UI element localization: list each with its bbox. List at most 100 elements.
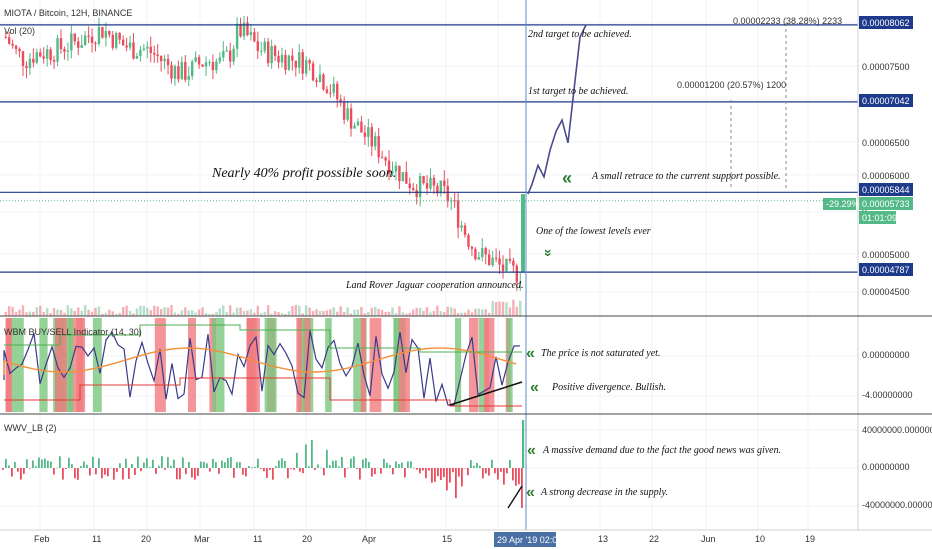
volume-bar xyxy=(370,307,373,316)
volume-bar xyxy=(80,310,83,316)
wbm-title: WBM BUY/SELL Indicator (14, 30) xyxy=(4,327,142,337)
volume-bar xyxy=(180,310,184,316)
candle-body xyxy=(118,32,121,40)
wbm-band xyxy=(484,318,490,412)
wwv-bar xyxy=(482,468,484,479)
wwv-bar xyxy=(350,458,352,468)
volume-bar xyxy=(401,312,405,316)
candle-body xyxy=(77,41,80,48)
candle-body xyxy=(308,60,311,64)
volume-bar xyxy=(260,313,263,316)
candle-body xyxy=(149,46,152,53)
chevron-left-icon-retrace: « xyxy=(562,168,572,188)
candle-body xyxy=(280,54,284,63)
volume-bar xyxy=(367,311,370,316)
wwv-bar xyxy=(521,468,523,508)
wwv-bar xyxy=(446,468,448,491)
date-label-9: 22 xyxy=(649,534,659,544)
candle-body xyxy=(35,52,39,63)
volume-bar xyxy=(228,305,232,316)
candle-body xyxy=(273,46,277,56)
measure-label-2: 0.00002233 (38.28%) 2233 xyxy=(733,16,842,26)
candle-body xyxy=(370,127,373,147)
candle-body xyxy=(28,58,32,69)
wwv-bar xyxy=(128,468,130,479)
volume-bar xyxy=(49,313,52,316)
wwv-bar xyxy=(365,458,367,468)
wwv-bar xyxy=(155,468,157,474)
levels-layer[interactable] xyxy=(0,24,858,273)
wwv-bar xyxy=(485,468,487,474)
volume-bar xyxy=(166,307,170,316)
volume-bar xyxy=(4,311,7,316)
wwv-bar xyxy=(56,467,58,469)
volume-bar xyxy=(439,311,443,316)
candle-body xyxy=(515,265,519,283)
volume-bar xyxy=(39,305,42,316)
candle-body xyxy=(336,83,339,100)
candle-body xyxy=(153,52,156,55)
annotation-lowest: One of the lowest levels ever xyxy=(536,226,651,237)
candle-body xyxy=(21,51,25,66)
candle-body xyxy=(139,49,142,56)
candle-body xyxy=(208,62,211,64)
volume-bar xyxy=(146,307,149,316)
level-tag-1: 0.00008062 xyxy=(862,18,910,28)
wwv-bar xyxy=(500,468,502,472)
wwv-bar xyxy=(407,461,409,468)
wwv-bar xyxy=(425,468,427,479)
wwv-bar xyxy=(95,468,97,475)
volume-bar xyxy=(280,313,284,316)
candle-last-body xyxy=(521,194,525,273)
wbm-layer xyxy=(3,318,523,412)
wwv-bar xyxy=(398,464,400,468)
wwv-bar xyxy=(35,466,37,468)
candle-body xyxy=(63,49,66,52)
volume-bar xyxy=(239,307,242,316)
annotation-wwv-note1: A massive demand due to the fact the goo… xyxy=(542,445,781,456)
level-tag-4-bg xyxy=(859,263,913,276)
annotation-target2: 2nd target to be achieved. xyxy=(528,29,632,40)
projection-layer[interactable] xyxy=(527,24,587,195)
wbm-upper-band xyxy=(4,324,522,353)
wwv-bar xyxy=(314,468,316,470)
wwv-bar xyxy=(512,468,514,481)
wwv-bar xyxy=(299,468,301,472)
candle-body xyxy=(318,74,322,82)
wwv-bar xyxy=(488,468,490,476)
wwv-bar xyxy=(185,468,187,475)
candle-body xyxy=(474,248,477,260)
volume-bar xyxy=(73,310,77,316)
wwv-bar xyxy=(149,467,151,468)
change-pct-tag-bg xyxy=(823,198,856,210)
wwv-bar xyxy=(389,464,391,468)
wwv-bar xyxy=(296,452,298,468)
wwv-bar xyxy=(242,468,244,475)
change-pct-tag: -29.29% xyxy=(826,199,860,209)
candle-body xyxy=(108,31,111,35)
candle-body xyxy=(177,66,180,80)
candle-body xyxy=(415,190,418,197)
volume-bar xyxy=(170,305,173,316)
volume-bar xyxy=(349,313,353,316)
wwv-bar xyxy=(410,461,412,468)
wbm-band xyxy=(39,318,48,412)
candle-body xyxy=(132,42,135,59)
candle-body xyxy=(121,39,125,46)
wwv-bar xyxy=(32,460,34,468)
volume-bar xyxy=(412,309,415,316)
volume-bar xyxy=(118,313,121,316)
volume-bar xyxy=(398,306,401,316)
date-label-1: 11 xyxy=(92,534,101,544)
volume-bar xyxy=(208,313,211,316)
wwv-bar xyxy=(92,456,94,468)
wwv-tick-3: -40000000.00000000 xyxy=(862,500,932,510)
candle-body xyxy=(398,165,401,182)
wwv-bar xyxy=(44,458,46,468)
candle-body xyxy=(467,235,470,247)
wwv-bar xyxy=(134,468,136,476)
candle-body xyxy=(80,45,83,48)
candle-body xyxy=(284,54,287,70)
wwv-bar xyxy=(380,468,382,474)
